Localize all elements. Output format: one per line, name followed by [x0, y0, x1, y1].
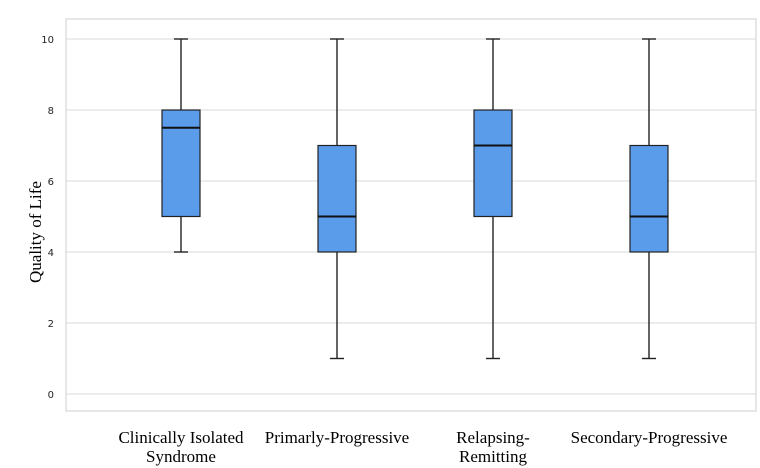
iqr-box [629, 144, 669, 253]
iqr-box [317, 144, 357, 253]
x-category-label-line: Relapsing- [456, 428, 530, 447]
x-axis-labels: Clinically Isolated Syndrome Primarly-Prog… [118, 428, 727, 466]
x-category-label-line: Primarly-Progressive [265, 428, 409, 447]
y-tick-label: 6 [48, 177, 54, 188]
y-tick-label: 4 [48, 248, 54, 259]
iqr-box [473, 109, 513, 218]
box-group [629, 38, 669, 360]
y-axis-ticks: 0 2 4 6 8 10 [41, 35, 54, 401]
x-category-label: Clinically Isolated Syndrome [118, 428, 244, 466]
x-category-label: Secondary-Progressive [571, 428, 728, 447]
x-category-label: Primarly-Progressive [265, 428, 409, 447]
box-group [473, 38, 513, 360]
x-category-label-line: Remitting [459, 447, 528, 466]
y-axis-label: Quality of Life [26, 181, 45, 283]
y-tick-label: 2 [48, 319, 54, 330]
y-tick-label: 0 [48, 390, 54, 401]
x-category-label-line: Clinically Isolated [118, 428, 244, 447]
x-category-label: Relapsing-Remitting [456, 428, 530, 466]
box-group [161, 38, 201, 253]
x-category-label-line: Secondary-Progressive [571, 428, 728, 447]
boxes [161, 38, 669, 360]
y-tick-label: 10 [41, 35, 54, 46]
iqr-box [161, 109, 201, 218]
y-tick-label: 8 [48, 106, 54, 117]
x-category-label-line: Syndrome [146, 447, 216, 466]
box-group [317, 38, 357, 360]
